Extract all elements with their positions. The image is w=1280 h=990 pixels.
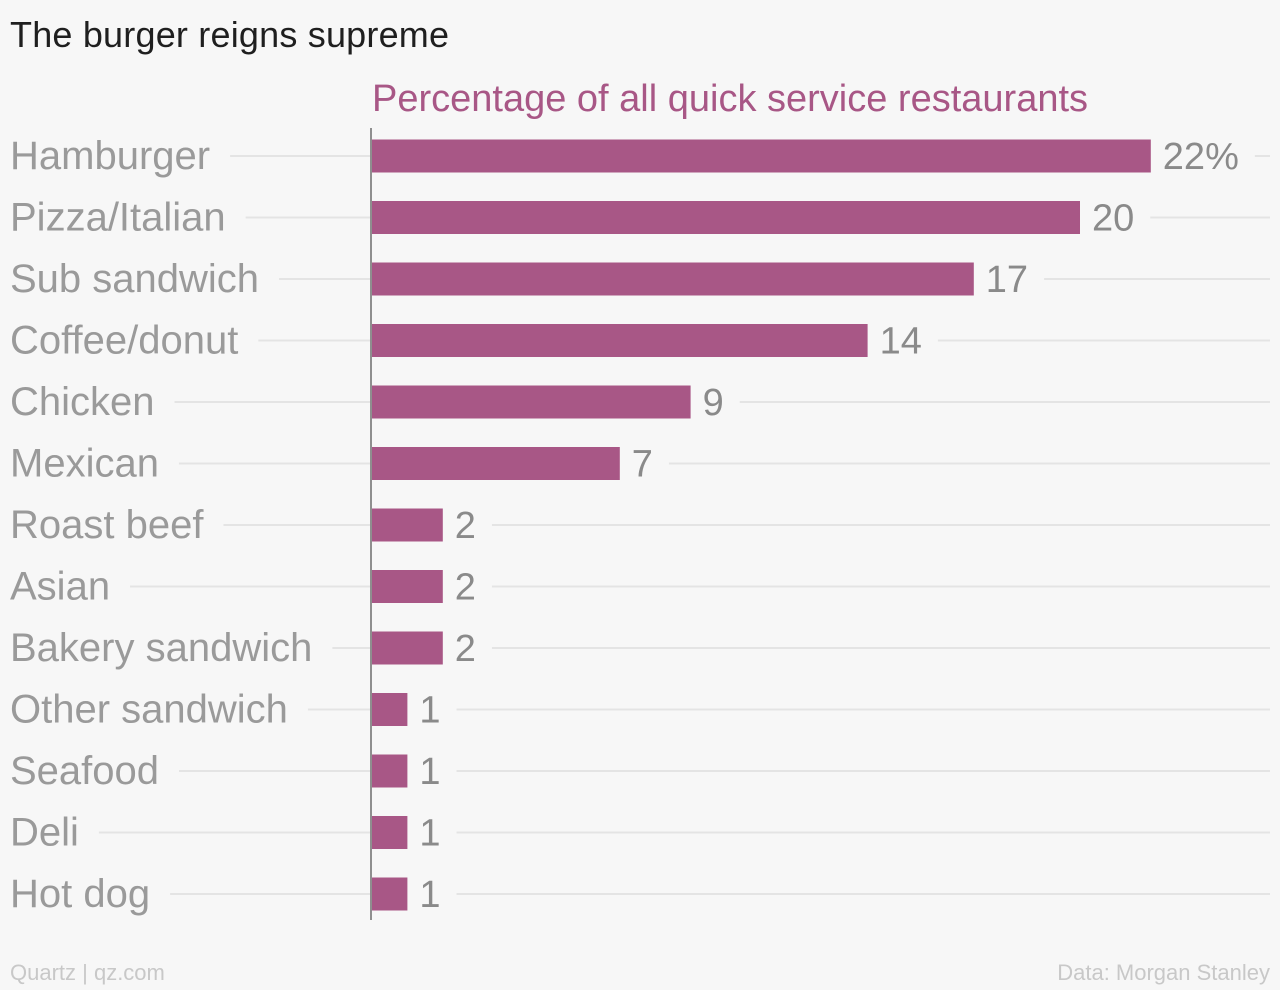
value-label: 2 (455, 628, 476, 670)
category-label: Asian (10, 565, 110, 609)
bar (372, 262, 974, 296)
value-label: 1 (419, 751, 440, 793)
bar (372, 877, 408, 911)
value-label: 17 (986, 259, 1028, 301)
category-label: Sub sandwich (10, 257, 259, 301)
bar (372, 508, 443, 542)
value-label: 7 (632, 444, 653, 486)
category-label: Bakery sandwich (10, 626, 312, 670)
category-label: Chicken (10, 380, 155, 424)
category-label: Roast beef (10, 503, 204, 547)
guide-lines (98, 155, 1270, 895)
category-label: Pizza/Italian (10, 196, 226, 240)
value-label: 22% (1163, 136, 1239, 178)
bar (372, 693, 408, 726)
category-label: Seafood (10, 749, 159, 793)
category-label: Mexican (10, 442, 159, 486)
value-label: 1 (419, 690, 440, 732)
bar (372, 324, 868, 357)
category-label: Coffee/donut (10, 319, 238, 363)
value-label: 1 (419, 813, 440, 855)
bar (372, 816, 408, 849)
value-label: 1 (419, 874, 440, 916)
category-label: Other sandwich (10, 688, 288, 732)
bar (372, 754, 408, 788)
value-label: 9 (703, 382, 724, 424)
series-label: Percentage of all quick service restaura… (372, 78, 1088, 120)
value-label: 14 (880, 321, 922, 363)
value-label: 2 (455, 567, 476, 609)
category-label: Hamburger (10, 134, 210, 178)
bar (372, 139, 1151, 173)
bar (372, 201, 1080, 234)
footer-credit: Quartz | qz.com (10, 960, 165, 985)
bar (372, 570, 443, 603)
category-label: Deli (10, 811, 79, 855)
bar (372, 631, 443, 665)
bar (372, 447, 620, 480)
bars (372, 139, 1151, 911)
bar (372, 385, 691, 419)
value-label: 20 (1092, 198, 1134, 240)
footer-source: Data: Morgan Stanley (1057, 960, 1270, 985)
chart-title: The burger reigns supreme (10, 14, 450, 55)
value-label: 2 (455, 505, 476, 547)
category-labels: Hamburger Pizza/Italian Sub sandwich Coffee… (10, 134, 312, 916)
category-label: Hot dog (10, 872, 150, 916)
